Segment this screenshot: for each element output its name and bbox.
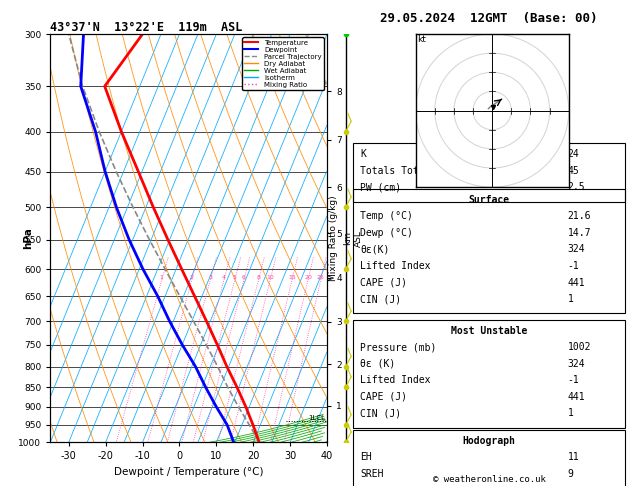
Text: 43°37'N  13°22'E  119m  ASL: 43°37'N 13°22'E 119m ASL	[50, 21, 243, 34]
Text: Dewp (°C): Dewp (°C)	[360, 228, 413, 238]
Text: 324: 324	[567, 359, 585, 369]
Text: Most Unstable: Most Unstable	[451, 326, 527, 336]
Text: -1: -1	[567, 375, 579, 385]
Text: 441: 441	[567, 278, 585, 288]
Text: -1: -1	[567, 261, 579, 271]
Text: Temp (°C): Temp (°C)	[360, 211, 413, 222]
Text: Surface: Surface	[469, 195, 509, 205]
Text: 5: 5	[233, 275, 237, 280]
Text: Lifted Index: Lifted Index	[360, 375, 431, 385]
Text: CIN (J): CIN (J)	[360, 408, 401, 418]
Bar	[353, 320, 625, 428]
Bar	[353, 189, 625, 313]
Text: Totals Totals: Totals Totals	[360, 166, 437, 176]
Text: 8: 8	[257, 275, 260, 280]
Text: 10: 10	[266, 275, 274, 280]
Text: SREH: SREH	[360, 469, 384, 479]
Text: Lifted Index: Lifted Index	[360, 261, 431, 271]
Text: © weatheronline.co.uk: © weatheronline.co.uk	[433, 474, 545, 484]
Text: 1LCL: 1LCL	[308, 415, 325, 421]
Text: 324: 324	[567, 244, 585, 255]
Text: 1: 1	[567, 408, 573, 418]
Text: 15: 15	[288, 275, 296, 280]
Text: 21.6: 21.6	[567, 211, 591, 222]
Text: θε(K): θε(K)	[360, 244, 390, 255]
Text: θε (K): θε (K)	[360, 359, 396, 369]
Text: 45: 45	[567, 166, 579, 176]
Text: EH: EH	[360, 452, 372, 463]
Text: 24: 24	[567, 149, 579, 159]
Text: kt: kt	[418, 35, 426, 44]
Bar	[353, 430, 625, 486]
Text: CIN (J): CIN (J)	[360, 294, 401, 304]
Text: 441: 441	[567, 392, 585, 402]
Text: 2.5: 2.5	[567, 182, 585, 192]
Text: K: K	[360, 149, 366, 159]
Text: Hodograph: Hodograph	[462, 436, 516, 446]
Text: 25: 25	[317, 275, 325, 280]
Text: 29.05.2024  12GMT  (Base: 00): 29.05.2024 12GMT (Base: 00)	[381, 12, 598, 25]
Y-axis label: km
ASL: km ASL	[343, 230, 363, 246]
Text: 3: 3	[208, 275, 212, 280]
Text: 1: 1	[567, 294, 573, 304]
Text: 2: 2	[190, 275, 194, 280]
Text: 11: 11	[567, 452, 579, 463]
Text: Mixing Ratio (g/kg): Mixing Ratio (g/kg)	[329, 195, 338, 281]
Text: 14.7: 14.7	[567, 228, 591, 238]
Text: 4: 4	[222, 275, 226, 280]
Text: 20: 20	[304, 275, 312, 280]
Text: hPa: hPa	[23, 227, 33, 249]
Bar	[353, 143, 625, 202]
Text: 1002: 1002	[567, 342, 591, 352]
Text: CAPE (J): CAPE (J)	[360, 392, 408, 402]
Legend: Temperature, Dewpoint, Parcel Trajectory, Dry Adiabat, Wet Adiabat, Isotherm, Mi: Temperature, Dewpoint, Parcel Trajectory…	[242, 37, 323, 90]
X-axis label: Dewpoint / Temperature (°C): Dewpoint / Temperature (°C)	[114, 467, 264, 477]
Text: PW (cm): PW (cm)	[360, 182, 401, 192]
Text: 1: 1	[160, 275, 164, 280]
Text: 6: 6	[242, 275, 246, 280]
Text: Pressure (mb): Pressure (mb)	[360, 342, 437, 352]
Text: CAPE (J): CAPE (J)	[360, 278, 408, 288]
Text: 9: 9	[567, 469, 573, 479]
